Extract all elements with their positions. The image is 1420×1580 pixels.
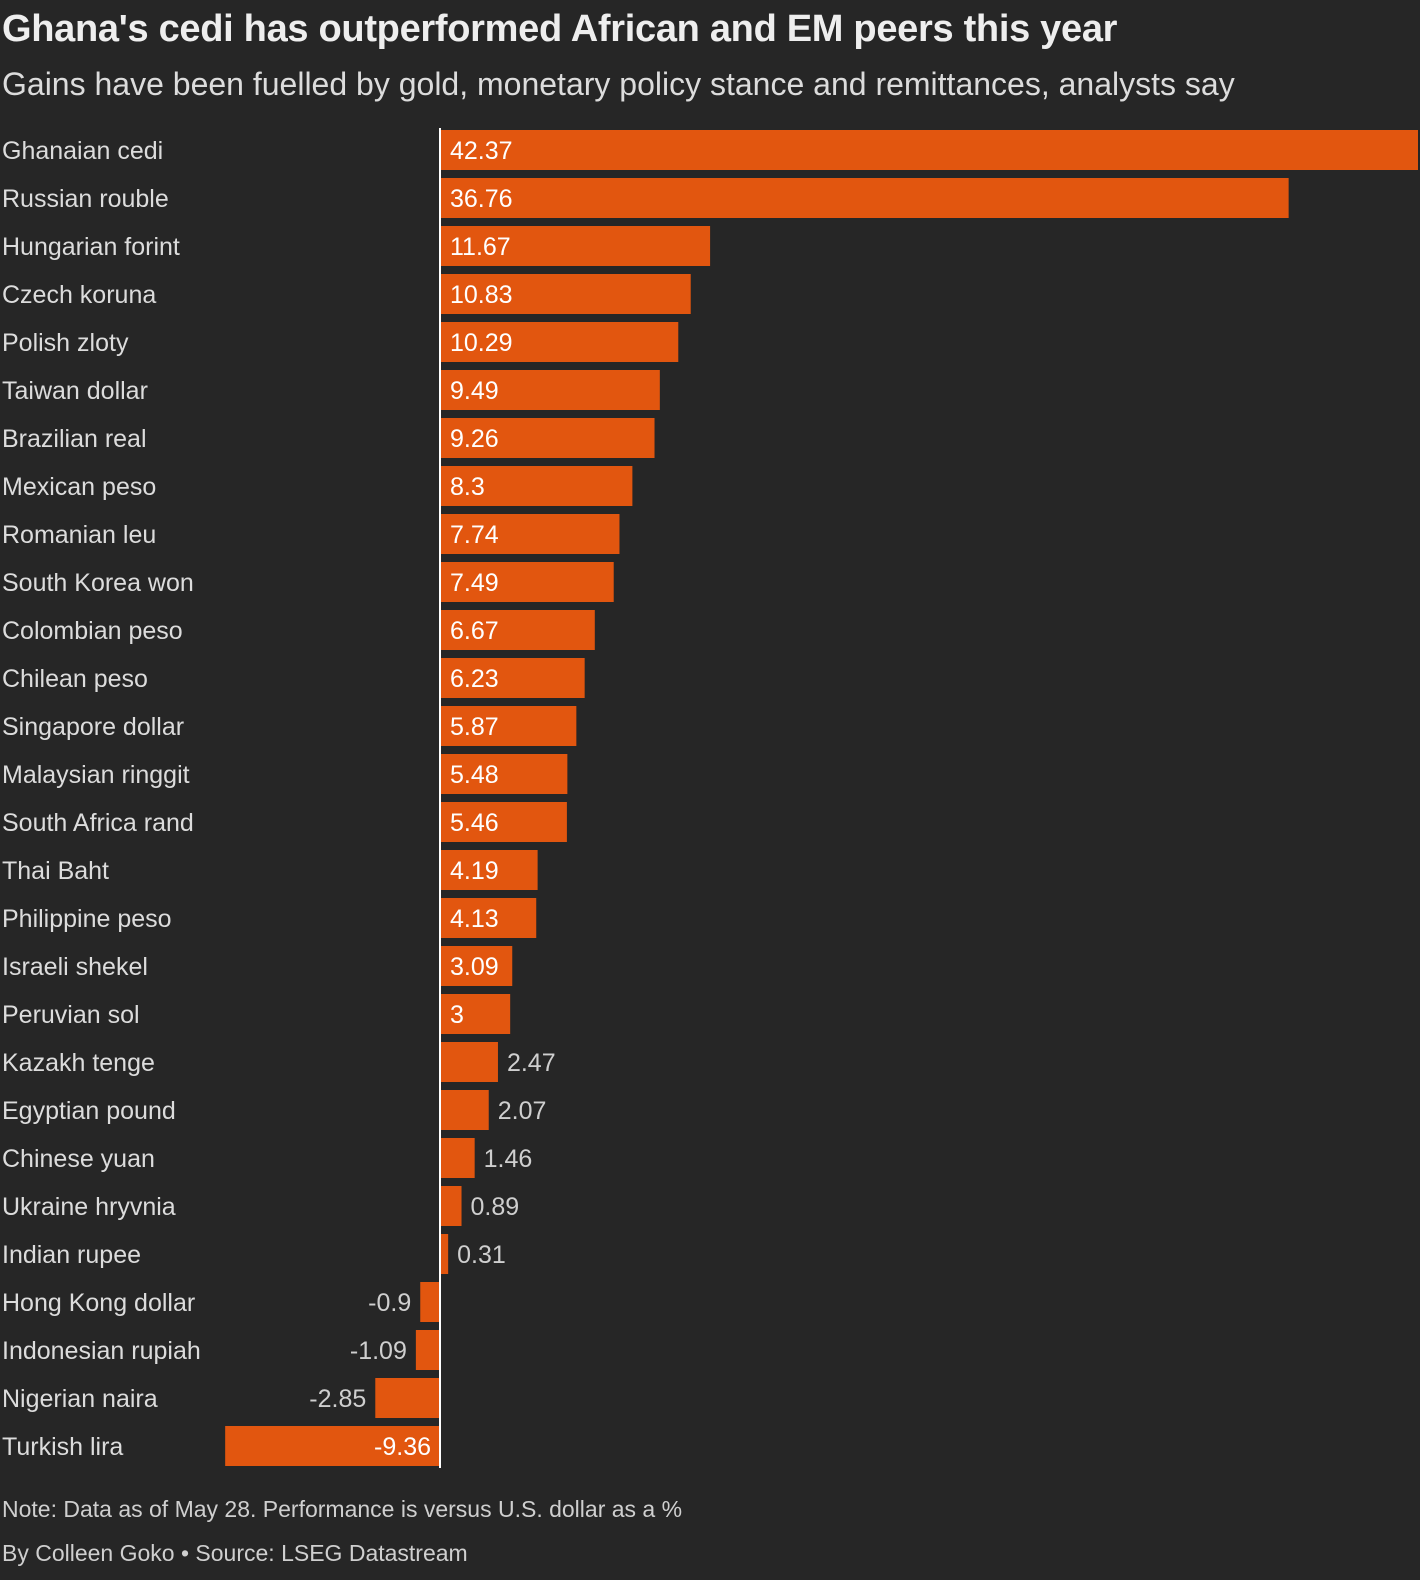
bar <box>441 1186 462 1226</box>
value-label: 4.13 <box>450 905 499 933</box>
value-label: 5.48 <box>450 761 499 789</box>
bar <box>441 994 511 1034</box>
bar <box>441 130 1418 170</box>
bar <box>441 226 711 266</box>
bar <box>441 466 633 506</box>
chart-subtitle: Gains have been fuelled by gold, monetar… <box>2 66 1235 102</box>
value-label: 6.23 <box>450 665 499 693</box>
category-label: Mexican peso <box>2 473 156 501</box>
category-label: Hungarian forint <box>2 233 180 261</box>
category-label: Czech koruna <box>2 281 156 309</box>
value-label: 0.31 <box>457 1241 506 1269</box>
bar <box>441 322 679 362</box>
category-label: Brazilian real <box>2 425 147 453</box>
bar <box>420 1282 441 1322</box>
value-label: 8.3 <box>450 473 485 501</box>
value-label: 6.67 <box>450 617 499 645</box>
bar <box>441 1234 449 1274</box>
category-label: Egyptian pound <box>2 1097 176 1125</box>
category-label: Hong Kong dollar <box>2 1289 195 1317</box>
bar <box>441 370 660 410</box>
bar <box>225 1426 441 1466</box>
bar-chart: Ghanaian cedi 42.37 Russian rouble 36.76 Hun… <box>2 128 1418 1468</box>
value-label: 0.89 <box>471 1193 520 1221</box>
bar <box>441 1042 498 1082</box>
bar <box>441 706 577 746</box>
bar <box>441 850 538 890</box>
value-label: 10.29 <box>450 329 513 357</box>
category-label: Colombian peso <box>2 617 183 645</box>
category-label: Thai Baht <box>2 857 109 885</box>
value-label: 36.76 <box>450 185 513 213</box>
category-label: Indian rupee <box>2 1241 141 1269</box>
category-label: Israeli shekel <box>2 953 148 981</box>
bar <box>441 946 513 986</box>
value-label: 42.37 <box>450 137 513 165</box>
category-label: Turkish lira <box>2 1433 123 1461</box>
value-label: 3 <box>450 1001 464 1029</box>
category-label: Singapore dollar <box>2 713 184 741</box>
value-label: 4.19 <box>450 857 499 885</box>
value-label: 1.46 <box>484 1145 533 1173</box>
bar <box>441 1090 489 1130</box>
category-label: South Africa rand <box>2 809 194 837</box>
bar <box>441 1138 475 1178</box>
category-label: Chinese yuan <box>2 1145 155 1173</box>
bar <box>375 1378 441 1418</box>
value-label: 9.49 <box>450 377 499 405</box>
bar <box>441 802 567 842</box>
category-label: Indonesian rupiah <box>2 1337 201 1365</box>
value-label: -1.09 <box>350 1337 407 1365</box>
value-label: -2.85 <box>309 1385 366 1413</box>
category-label: Chilean peso <box>2 665 148 693</box>
chart-note: Note: Data as of May 28. Performance is … <box>2 1496 683 1522</box>
value-label: -0.9 <box>368 1289 411 1317</box>
bar <box>441 562 614 602</box>
bar <box>441 898 537 938</box>
bar <box>441 274 691 314</box>
category-label: Malaysian ringgit <box>2 761 190 789</box>
category-label: Kazakh tenge <box>2 1049 155 1077</box>
category-label: Russian rouble <box>2 185 169 213</box>
bar <box>441 658 585 698</box>
category-label: South Korea won <box>2 569 194 597</box>
bar <box>441 610 595 650</box>
value-label: 10.83 <box>450 281 513 309</box>
value-label: 7.49 <box>450 569 499 597</box>
bar <box>415 1330 441 1370</box>
value-label: 5.46 <box>450 809 499 837</box>
category-label: Ghanaian cedi <box>2 137 163 165</box>
category-label: Polish zloty <box>2 329 129 357</box>
value-label: 5.87 <box>450 713 499 741</box>
value-label: 2.47 <box>507 1049 556 1077</box>
bar <box>441 514 620 554</box>
bar <box>441 418 655 458</box>
value-label: 3.09 <box>450 953 499 981</box>
category-label: Nigerian naira <box>2 1385 158 1413</box>
value-label: 11.67 <box>450 233 511 261</box>
category-label: Romanian leu <box>2 521 156 549</box>
value-label: 7.74 <box>450 521 499 549</box>
value-label: -9.36 <box>374 1433 431 1461</box>
chart-credit: By Colleen Goko • Source: LSEG Datastrea… <box>2 1540 468 1566</box>
category-label: Peruvian sol <box>2 1001 140 1029</box>
category-label: Taiwan dollar <box>2 377 148 405</box>
category-label: Philippine peso <box>2 905 172 933</box>
chart-title: Ghana's cedi has outperformed African an… <box>2 8 1118 50</box>
category-label: Ukraine hryvnia <box>2 1193 176 1221</box>
bar <box>441 754 568 794</box>
value-label: 9.26 <box>450 425 499 453</box>
value-label: 2.07 <box>498 1097 547 1125</box>
bar <box>441 178 1289 218</box>
